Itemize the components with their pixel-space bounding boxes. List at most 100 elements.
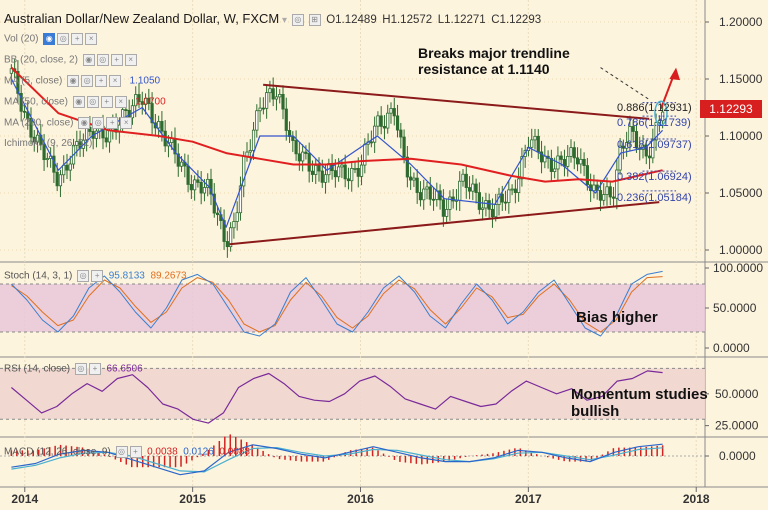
year-tick-label: 2016 <box>347 492 374 506</box>
candle-body <box>539 151 544 163</box>
candle-body <box>274 96 279 100</box>
fib-label-0618: 0.618(1.09737) <box>617 139 692 151</box>
settings-icon[interactable]: ◎ <box>57 33 70 45</box>
candle-body <box>647 155 652 159</box>
candle-body <box>369 141 373 144</box>
close-icon[interactable]: × <box>85 33 98 45</box>
add-icon[interactable]: + <box>106 117 119 129</box>
candle-body <box>481 207 485 210</box>
legend-bb-label: BB (20, close, 2) <box>4 54 78 66</box>
trendline-break-line1: Breaks major trendline <box>418 45 570 61</box>
candle-body <box>68 163 72 171</box>
candle-body <box>232 221 236 229</box>
candle-body <box>536 135 540 153</box>
stoch-panel <box>0 270 705 337</box>
candle-body <box>294 140 298 155</box>
candle-body <box>258 107 262 112</box>
candle-body <box>32 136 36 143</box>
legend-ichimoku[interactable]: Ichimoku (9, 26, 52) <box>4 138 92 149</box>
candle-body <box>530 139 534 148</box>
add-icon[interactable]: + <box>71 33 84 45</box>
settings-icon[interactable]: ◎ <box>74 363 87 375</box>
candle-body <box>415 177 419 193</box>
rsi-note-line2: bullish <box>571 403 620 420</box>
settings-icon[interactable]: ◎ <box>96 54 109 66</box>
add-icon[interactable]: + <box>95 75 108 87</box>
candle-body <box>35 134 40 143</box>
macd-tick-label: 0.0000 <box>719 449 756 463</box>
candle-body <box>510 188 514 191</box>
candle-body <box>248 150 252 153</box>
bullish-arrow-head <box>669 67 681 81</box>
candle-body <box>147 97 151 104</box>
candle-body <box>575 157 580 165</box>
stoch-tick-label: 0.0000 <box>713 341 750 355</box>
candle-body <box>317 165 321 172</box>
eye-icon[interactable]: ◉ <box>82 54 95 66</box>
candle-body <box>405 156 409 178</box>
candle-body <box>284 108 288 131</box>
candle-body <box>395 115 400 131</box>
candle-body <box>409 176 413 181</box>
eye-icon[interactable]: ◉ <box>43 33 56 45</box>
candle-body <box>513 188 517 193</box>
year-tick-label: 2015 <box>179 492 206 506</box>
legend-ma5-label: MA (5, close) <box>4 75 63 87</box>
candle-body <box>16 71 20 94</box>
settings-icon[interactable]: ◎ <box>81 75 94 87</box>
add-icon[interactable]: + <box>88 363 101 375</box>
candle-body <box>363 143 367 166</box>
candle-body <box>549 157 553 172</box>
eye-icon[interactable]: ◉ <box>67 75 80 87</box>
candle-body <box>343 164 347 180</box>
candle-body <box>22 110 27 113</box>
candle-body <box>107 129 112 143</box>
add-icon[interactable]: + <box>91 270 104 282</box>
add-icon[interactable]: + <box>100 96 113 108</box>
legend-ma200[interactable]: MA (200, close) ◉ ◎ + × <box>4 117 133 129</box>
stoch-d-line <box>11 276 663 333</box>
legend-bb[interactable]: BB (20, close, 2) ◉ ◎ + × <box>4 54 137 66</box>
candle-body <box>634 131 639 149</box>
fib-label-0236: 0.236(1.05184) <box>617 192 692 204</box>
candle-body <box>422 188 426 201</box>
settings-icon[interactable]: ◎ <box>86 96 99 108</box>
candle-body <box>533 135 537 141</box>
close-icon[interactable]: × <box>109 75 122 87</box>
candle-body <box>569 147 573 157</box>
candle-body <box>582 158 586 166</box>
candle-body <box>314 165 318 175</box>
candle-body <box>150 103 154 124</box>
candle-body <box>140 101 144 105</box>
price-tick-label: 1.20000 <box>719 15 763 29</box>
settings-icon[interactable]: ◎ <box>115 446 128 458</box>
candle-body <box>212 193 216 214</box>
legend-ma5[interactable]: MA (5, close) ◉ ◎ + × 1.1050 <box>4 75 160 87</box>
add-icon[interactable]: + <box>129 446 142 458</box>
candle-body <box>386 112 390 129</box>
candle-body <box>464 173 468 188</box>
dropdown-icon[interactable]: ▾ <box>282 15 288 26</box>
legend-ma50-label: MA (50, close) <box>4 96 68 108</box>
legend-vol[interactable]: Vol (20) ◉ ◎ + × <box>4 33 98 45</box>
candle-body <box>307 153 311 172</box>
close-icon[interactable]: × <box>114 96 127 108</box>
rsi-band <box>0 368 705 420</box>
candle-body <box>559 155 563 160</box>
candle-body <box>389 108 393 114</box>
legend-ma50[interactable]: MA (50, close) ◉ ◎ + × 1.0700 <box>4 96 166 108</box>
settings-icon[interactable]: ◎ <box>77 270 90 282</box>
add-icon[interactable]: + <box>110 54 123 66</box>
candle-body <box>392 108 396 117</box>
settings-icon[interactable]: ◎ <box>291 14 304 27</box>
candle-body <box>379 115 383 127</box>
settings-icon[interactable]: ◎ <box>92 117 105 129</box>
close-icon[interactable]: × <box>120 117 133 129</box>
candle-body <box>490 208 495 218</box>
candle-body <box>448 196 452 210</box>
eye-icon[interactable]: ◉ <box>72 96 85 108</box>
format-icon[interactable]: ⊞ <box>308 14 321 27</box>
eye-icon[interactable]: ◉ <box>78 117 91 129</box>
close-icon[interactable]: × <box>124 54 137 66</box>
